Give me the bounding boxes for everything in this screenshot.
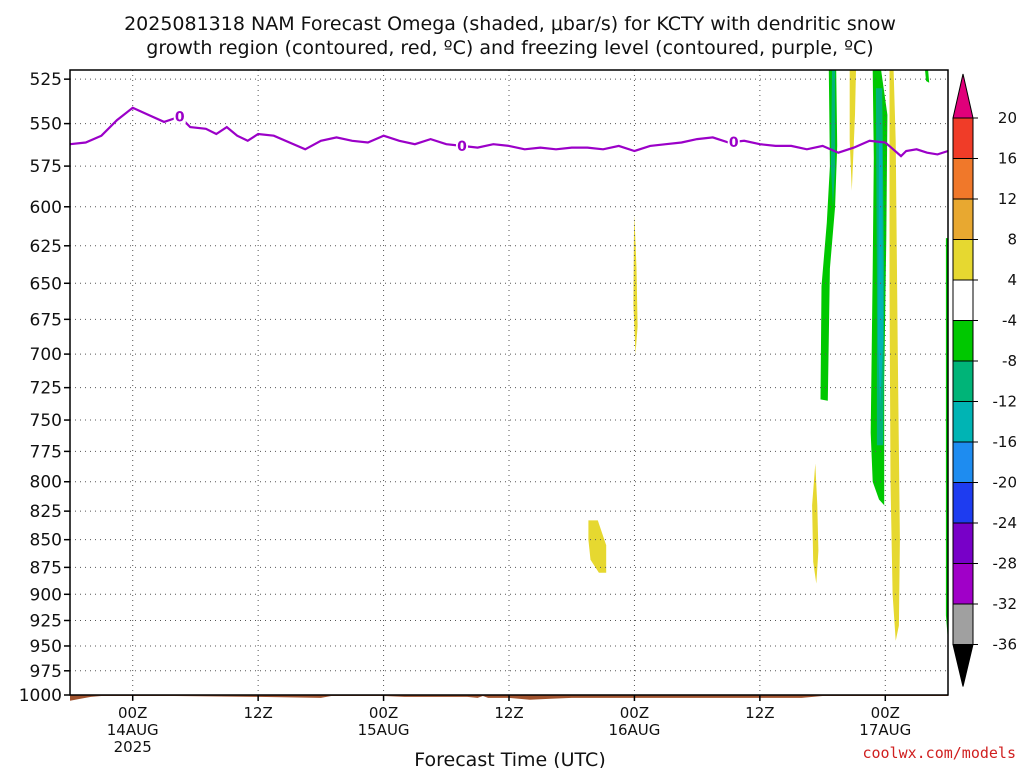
y-tick-label-725: 725	[30, 379, 62, 399]
y-tick-label-950: 950	[30, 637, 62, 657]
x-axis-label: Forecast Time (UTC)	[414, 749, 605, 768]
colorbar-segment-11	[952, 522, 974, 564]
colorbar-label-10: -24	[993, 514, 1018, 532]
y-tick-label-600: 600	[30, 198, 62, 218]
x-tick-label-66-0: 12Z	[745, 704, 774, 722]
x-tick-label-30-1: 15AUG	[358, 721, 410, 739]
chart-title-line-1: 2025081318 NAM Forecast Omega (shaded, μ…	[124, 13, 896, 35]
colorbar-label-7: -12	[993, 393, 1018, 411]
y-tick-label-675: 675	[30, 310, 62, 330]
freezing-label-bg-3	[727, 133, 740, 149]
x-tick-label-78-0: 00Z	[871, 704, 900, 722]
y-tick-label-1000: 1000	[19, 686, 62, 706]
y-axis-ticks: 525 550 575 600 625 650 675 700 725 750 775 800 825 8…	[19, 70, 70, 706]
y-tick-label-875: 875	[30, 558, 62, 578]
colorbar-segment-8	[952, 401, 974, 443]
omega-region-11	[812, 463, 819, 584]
y-tick-label-625: 625	[30, 237, 62, 257]
y-tick-label-550: 550	[30, 115, 62, 135]
plot-area: 0 0 0	[69, 69, 949, 701]
colorbar-segment-5	[952, 279, 974, 321]
omega-region-8	[925, 70, 930, 83]
y-tick-label-825: 825	[30, 502, 62, 522]
y-tick-label-850: 850	[30, 531, 62, 551]
freezing-label-bg-1	[173, 108, 186, 124]
x-tick-label-42-0: 12Z	[494, 704, 523, 722]
colorbar-label-5: -4	[1002, 312, 1017, 330]
x-tick-label-54-1: 16AUG	[608, 721, 660, 739]
y-tick-label-750: 750	[30, 411, 62, 431]
y-tick-label-800: 800	[30, 473, 62, 493]
freezing-level-line	[69, 106, 949, 158]
colorbar-segment-4	[952, 239, 974, 281]
omega-region-7	[889, 70, 900, 641]
y-tick-label-975: 975	[30, 662, 62, 682]
colorbar-label-11: -28	[993, 555, 1018, 573]
omega-region-10	[588, 520, 607, 573]
colorbar-segment-12	[952, 563, 974, 605]
colorbar-segment-7	[952, 360, 974, 402]
colorbar-label-6: -8	[1002, 352, 1017, 370]
x-tick-label-18-0: 12Z	[243, 704, 272, 722]
y-tick-label-525: 525	[30, 70, 62, 90]
plot-frame	[69, 69, 949, 696]
colorbar-top-arrow	[952, 73, 974, 119]
y-tick-label-700: 700	[30, 345, 62, 365]
colorbar-segment-2	[952, 158, 974, 200]
colorbar-segment-10	[952, 482, 974, 524]
chart-title-line-2: growth region (contoured, red, ºC) and f…	[146, 37, 873, 59]
colorbar-segment-1	[952, 117, 974, 159]
y-tick-label-575: 575	[30, 157, 62, 177]
x-tick-label-78-1: 17AUG	[859, 721, 911, 739]
colorbar: 20 16 12 8 4 -4 -8 -12 -16 -20 -24 -28 -32 -36	[952, 73, 1018, 687]
credit-text: coolwx.com/models	[862, 744, 1016, 762]
freezing-contour-label-3: 0	[729, 135, 739, 151]
freezing-contour-label-1: 0	[175, 110, 185, 126]
colorbar-segment-6	[952, 320, 974, 362]
omega-region-3	[849, 70, 856, 191]
colorbar-segment-9	[952, 441, 974, 483]
colorbar-segment-13	[952, 603, 974, 645]
colorbar-label-4: 4	[1007, 271, 1017, 289]
colorbar-label-8: -16	[993, 433, 1018, 451]
omega-region-9	[633, 214, 638, 355]
colorbar-label-12: -32	[993, 595, 1018, 613]
x-tick-label-54-0: 00Z	[620, 704, 649, 722]
omega-region-6	[878, 140, 884, 408]
omega-region-2	[830, 70, 836, 207]
freezing-label-bg-2	[455, 137, 468, 153]
x-tick-label-30-0: 00Z	[369, 704, 398, 722]
colorbar-label-2: 12	[998, 190, 1017, 208]
colorbar-bottom-arrow	[952, 644, 974, 687]
x-tick-label-6-2: 2025	[114, 738, 152, 756]
y-tick-label-650: 650	[30, 274, 62, 294]
colorbar-label-3: 8	[1007, 231, 1017, 249]
colorbar-label-0: 20	[998, 109, 1017, 127]
x-tick-label-6-0: 00Z	[118, 704, 147, 722]
x-tick-label-6-1: 14AUG	[107, 721, 159, 739]
colorbar-label-13: -36	[993, 636, 1018, 654]
y-tick-label-925: 925	[30, 611, 62, 631]
y-tick-label-900: 900	[30, 585, 62, 605]
colorbar-segment-3	[952, 198, 974, 240]
freezing-contour-label-2: 0	[457, 139, 467, 155]
y-tick-label-775: 775	[30, 442, 62, 462]
colorbar-label-1: 16	[998, 150, 1017, 168]
colorbar-label-9: -20	[993, 474, 1018, 492]
